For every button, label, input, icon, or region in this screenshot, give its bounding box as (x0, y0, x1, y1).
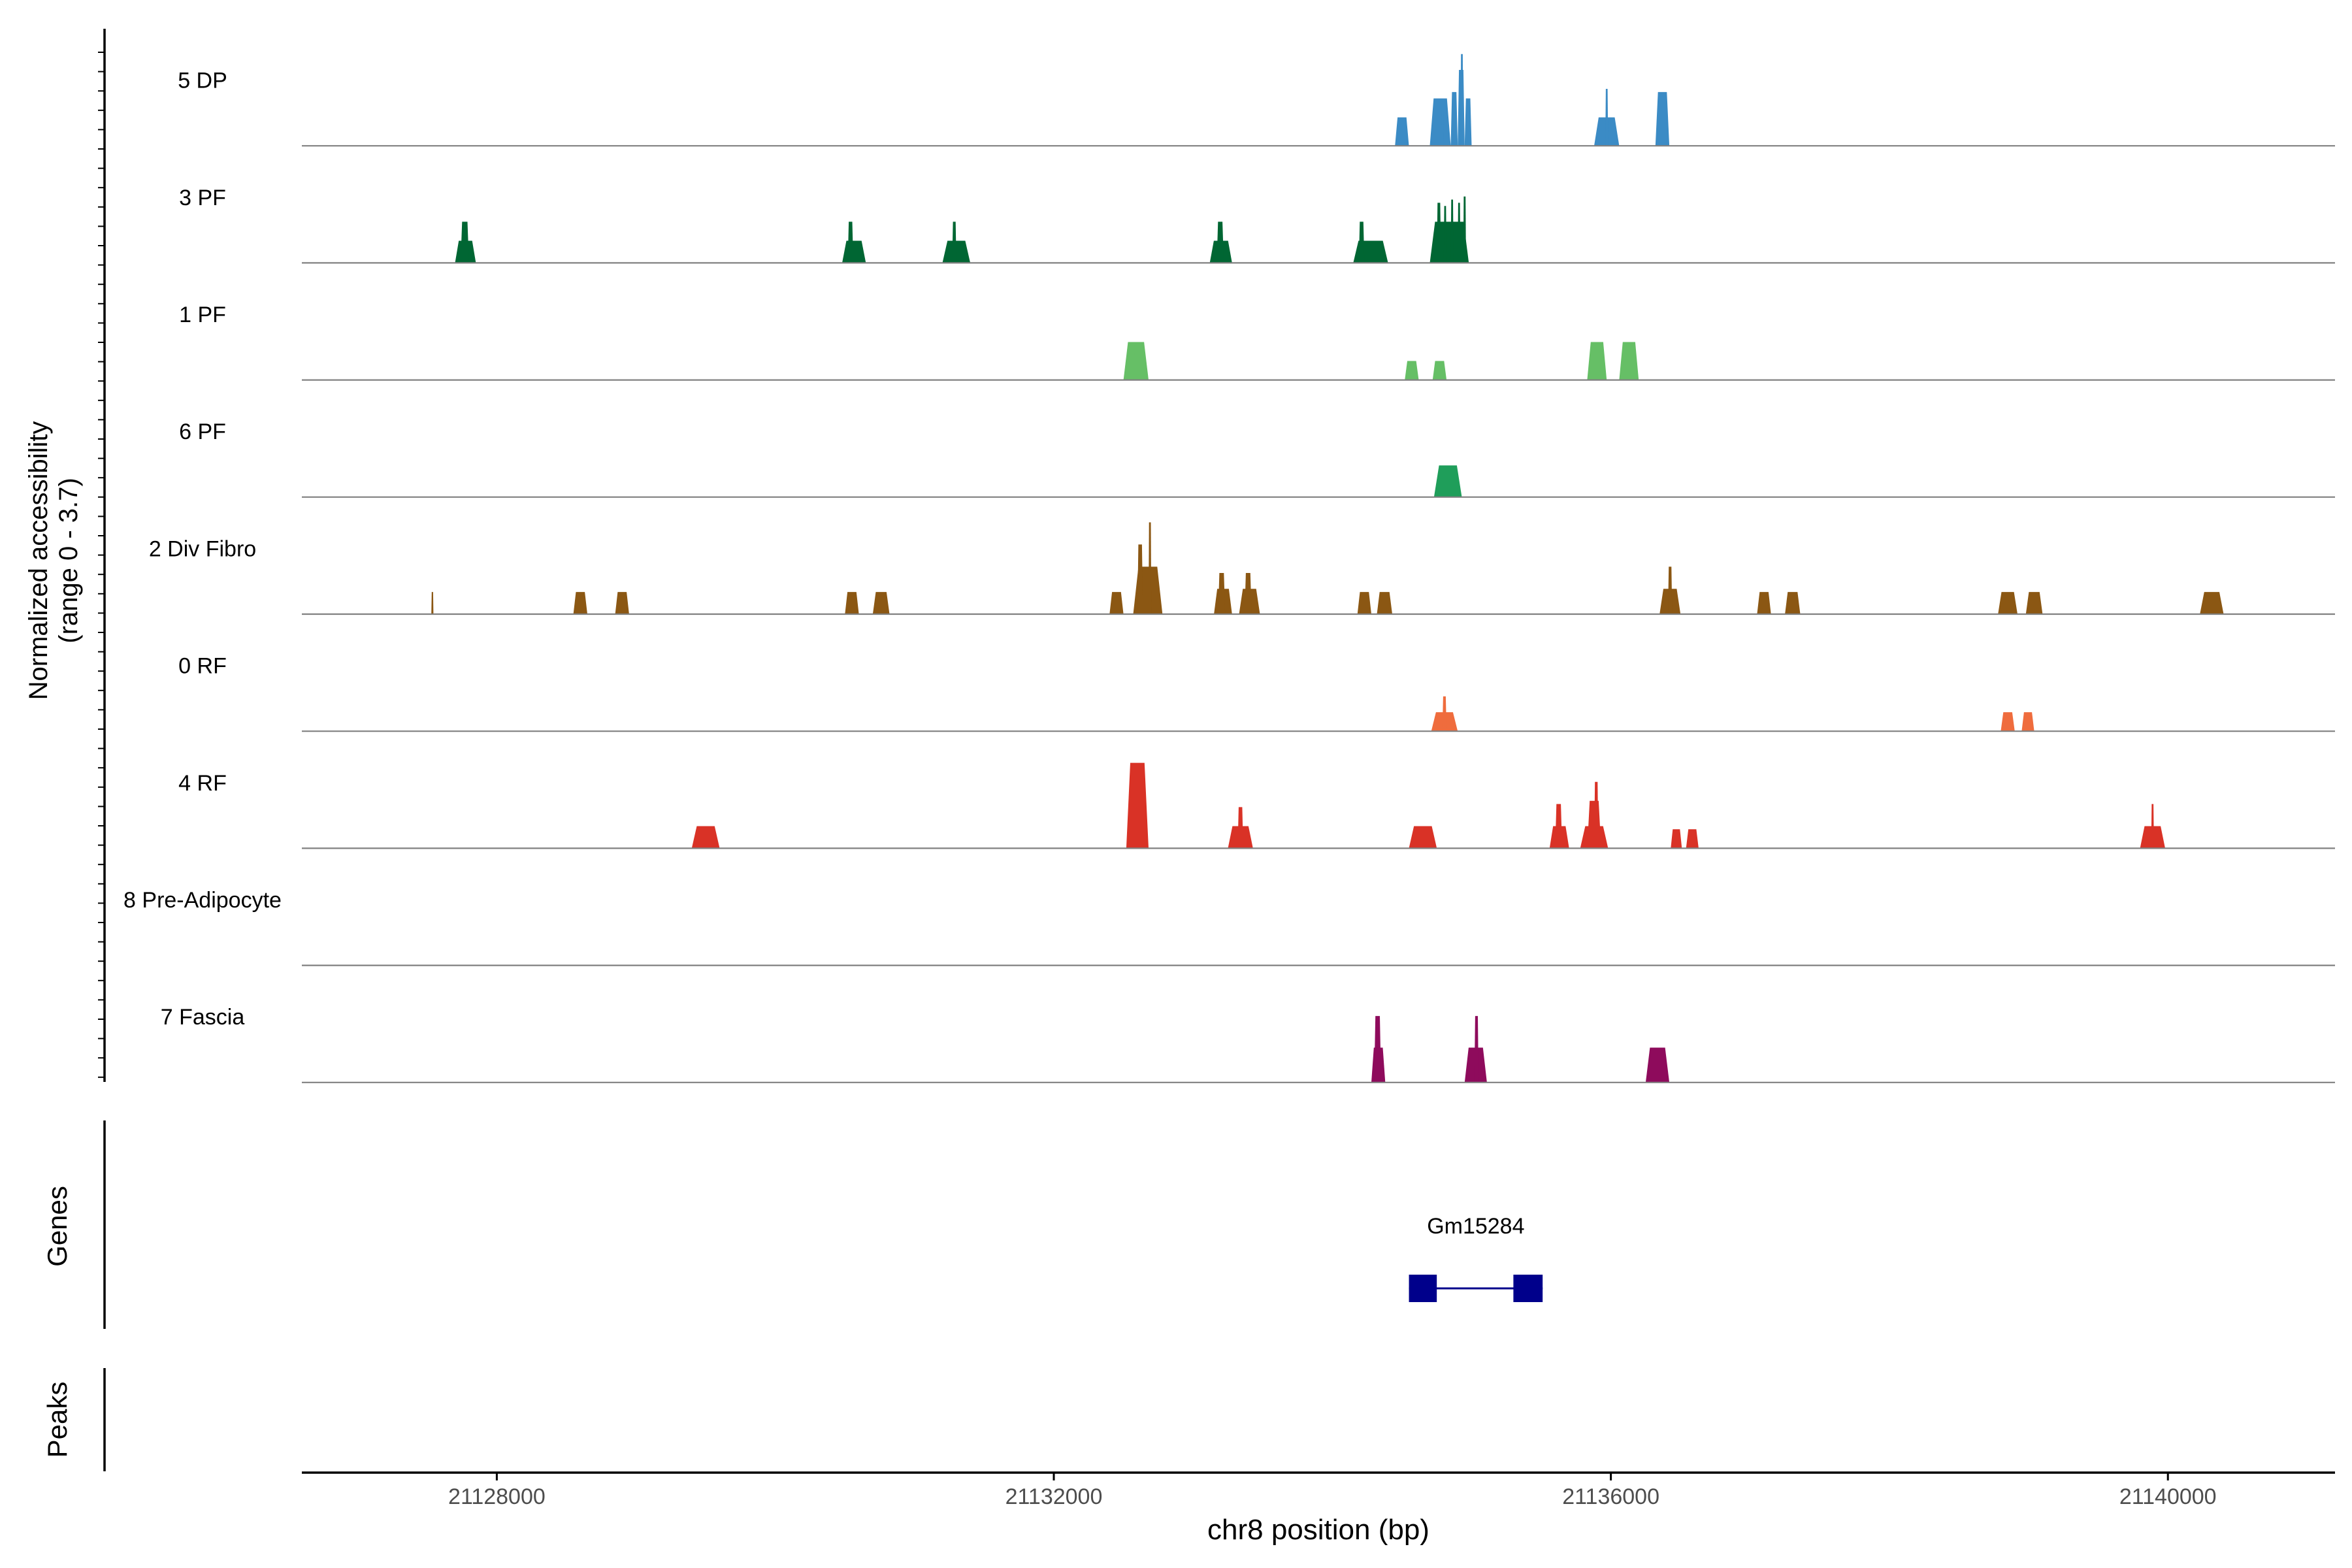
coverage-peak (1686, 829, 1699, 849)
coverage-peak (1358, 221, 1365, 263)
coverage-peak (1409, 826, 1437, 849)
x-tick-label: 21140000 (2119, 1484, 2217, 1509)
coverage-peak (1217, 221, 1224, 263)
coverage-peak (1443, 206, 1447, 263)
gene-annotations: Gm15284 (1409, 1214, 1543, 1302)
gene-model: Gm15284 (1409, 1214, 1543, 1302)
coverage-peak (1757, 592, 1771, 614)
x-axis-ticks: 21128000 21132000 21136000 21140000 (448, 1473, 2217, 1509)
coverage-peak (431, 592, 434, 614)
coverage-peak (847, 221, 854, 263)
accessibility-axis-ticks (98, 52, 105, 1078)
track-6: 0 RF (178, 654, 2335, 732)
coverage-peak (2151, 804, 2154, 849)
track-label: 4 RF (178, 771, 227, 796)
track-label: 3 PF (179, 186, 226, 210)
track-label: 1 PF (179, 302, 226, 327)
coverage-peak (1671, 829, 1682, 849)
genes-panel-label: Genes (42, 1186, 73, 1267)
coverage-peak (1458, 203, 1461, 263)
track-1: 5 DP (178, 54, 2335, 147)
coverage-peak (1109, 592, 1124, 614)
coverage-peak (1126, 762, 1149, 849)
x-tick-label: 21136000 (1562, 1484, 1659, 1509)
coverage-peak (1405, 361, 1419, 380)
coverage-peak (872, 592, 890, 614)
coverage-peak (691, 826, 720, 849)
coverage-peak (1137, 544, 1143, 614)
coverage-peak (1218, 573, 1226, 614)
x-tick-label: 21128000 (448, 1484, 546, 1509)
coverage-peak (1429, 98, 1451, 146)
coverage-peak (1395, 117, 1409, 146)
track-3: 1 PF (179, 302, 2335, 381)
coverage-peak (1245, 573, 1252, 614)
coverage-peak (1463, 196, 1466, 263)
coverage-peak (1237, 807, 1243, 849)
gene-exon (1513, 1275, 1543, 1302)
coverage-peak (2021, 712, 2034, 732)
coverage-peak (1587, 342, 1607, 380)
coverage-peak (1353, 240, 1388, 263)
coverage-peak (845, 592, 859, 614)
coverage-peak (1998, 592, 2017, 614)
gene-name: Gm15284 (1427, 1214, 1524, 1239)
coverage-peak (1442, 696, 1447, 732)
track-4: 6 PF (179, 419, 2335, 498)
track-5: 2 Div Fibro (149, 522, 2335, 615)
coverage-peak (1464, 98, 1472, 146)
coverage-peak (1785, 592, 1801, 614)
track-2: 3 PF (179, 186, 2335, 264)
coverage-peak (1450, 199, 1454, 263)
track-7: 4 RF (178, 762, 2335, 849)
coverage-tracks: 5 DP 3 PF 1 PF 6 PF 2 Div Fibro 0 RF 4 RF 8 Pre… (123, 54, 2335, 1083)
track-label: 6 PF (179, 419, 226, 444)
y-axis-title: Normalized accessibility (24, 421, 53, 700)
track-label: 5 DP (178, 69, 227, 93)
coverage-peak (952, 221, 956, 263)
x-axis-title: chr8 position (bp) (1207, 1514, 1429, 1546)
coverage-peak (1149, 522, 1152, 614)
coverage-peak (1655, 91, 1670, 146)
track-8: 8 Pre-Adipocyte (123, 888, 2335, 966)
coverage-peak (1433, 465, 1462, 497)
coverage-peak (2200, 592, 2224, 614)
coverage-peak (1429, 221, 1469, 263)
peaks-panel-label: Peaks (42, 1382, 73, 1458)
coverage-peak (615, 592, 629, 614)
track-label: 7 Fascia (161, 1005, 245, 1030)
coverage-peak (1645, 1047, 1670, 1083)
coverage-peak (1133, 342, 1142, 380)
coverage-peak (1460, 54, 1463, 146)
coverage-peak (461, 221, 469, 263)
track-label: 2 Div Fibro (149, 536, 256, 561)
coverage-peak (1437, 203, 1441, 263)
coverage-peak (1450, 91, 1458, 146)
track-label: 8 Pre-Adipocyte (123, 888, 282, 913)
track-9: 7 Fascia (161, 1005, 2335, 1083)
coverage-peak (1374, 1016, 1381, 1083)
coverage-peak (1474, 1016, 1479, 1083)
coverage-peak (2001, 712, 2015, 732)
y-axis-range: (range 0 - 3.7) (54, 478, 83, 643)
coverage-peak (1619, 342, 1639, 380)
coverage-peak (942, 240, 971, 263)
coverage-peak (573, 592, 587, 614)
coverage-peak (1377, 592, 1392, 614)
coverage-peak (1432, 361, 1447, 380)
coverage-peak (1594, 781, 1599, 849)
coverage-peak (1668, 566, 1673, 614)
gene-exon (1409, 1275, 1437, 1302)
track-label: 0 RF (178, 654, 227, 679)
x-tick-label: 21132000 (1005, 1484, 1103, 1509)
coverage-peak (1605, 89, 1609, 146)
coverage-peak (2025, 592, 2043, 614)
coverage-peak (1555, 804, 1562, 849)
coverage-peak (1357, 592, 1371, 614)
coverage-peak (1441, 110, 1444, 146)
